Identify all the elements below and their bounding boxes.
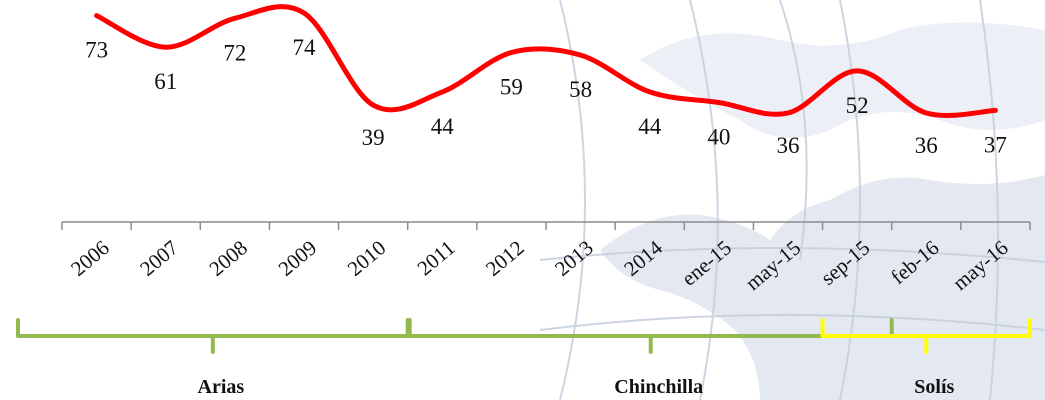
data-label: 74 bbox=[293, 35, 317, 60]
data-label: 44 bbox=[638, 114, 662, 139]
background-map bbox=[539, 0, 1045, 400]
x-tick-label: 2011 bbox=[412, 235, 459, 280]
period-label: Arias bbox=[198, 376, 245, 398]
series-line bbox=[94, 4, 998, 118]
x-tick-label: 2013 bbox=[550, 235, 598, 280]
data-label: 40 bbox=[707, 124, 730, 149]
x-tick-label: 2008 bbox=[204, 235, 252, 280]
series-line-layer bbox=[94, 4, 998, 118]
data-label: 37 bbox=[984, 132, 1007, 157]
data-label: 73 bbox=[85, 38, 108, 63]
data-label: 59 bbox=[500, 74, 523, 99]
map-continent-shape bbox=[600, 175, 1045, 400]
period-brackets: Arias Chinchilla Solís bbox=[16, 318, 1032, 398]
data-label: 52 bbox=[846, 93, 869, 118]
period-bracket bbox=[407, 318, 894, 354]
x-tick-label: 2012 bbox=[481, 235, 529, 280]
period-label: Chinchilla bbox=[614, 376, 703, 398]
data-label: 44 bbox=[431, 114, 455, 139]
data-labels: 73 61 72 74 39 44 59 58 44 40 36 52 36 37 bbox=[85, 35, 1007, 158]
data-label: 36 bbox=[777, 133, 800, 158]
period-bracket bbox=[16, 318, 410, 354]
data-label: 39 bbox=[362, 125, 385, 150]
period-label: Solís bbox=[914, 376, 954, 398]
data-label: 61 bbox=[154, 69, 177, 94]
data-label: 72 bbox=[223, 40, 246, 65]
x-tick-label: 2007 bbox=[135, 235, 183, 280]
period-bracket bbox=[820, 318, 1032, 354]
map-landmass-top bbox=[640, 22, 1045, 138]
data-label: 36 bbox=[915, 133, 938, 158]
map-grid-lines bbox=[539, 0, 1045, 400]
x-tick-label: 2010 bbox=[343, 235, 391, 280]
data-label: 58 bbox=[569, 77, 592, 102]
x-axis bbox=[61, 221, 1031, 230]
x-tick-label: 2006 bbox=[66, 235, 114, 280]
x-tick-label: 2009 bbox=[274, 235, 322, 280]
